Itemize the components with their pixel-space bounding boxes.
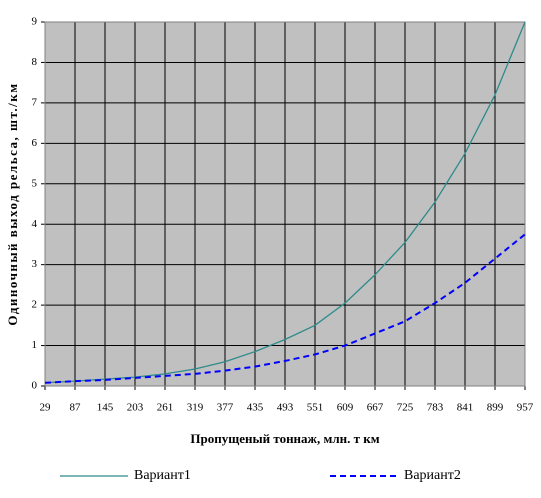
x-axis-title: Пропущеный тоннаж, млн. т км	[190, 431, 379, 446]
x-tick-label: 493	[277, 402, 294, 414]
data-line	[44, 233, 526, 384]
x-tick-label: 261	[157, 402, 174, 414]
x-tick-label: 87	[70, 402, 82, 414]
y-tick-label: 6	[32, 137, 38, 149]
y-tick-label: 5	[32, 177, 38, 189]
y-tick-label: 3	[32, 258, 38, 270]
y-tick-label: 7	[32, 96, 38, 108]
x-tick-label: 841	[457, 402, 474, 414]
legend-text: Вариант1	[134, 468, 191, 483]
x-tick-label: 29	[40, 402, 52, 414]
x-tick-label: 609	[337, 402, 354, 414]
y-tick-label: 4	[32, 218, 38, 230]
x-tick-label: 725	[397, 402, 414, 414]
x-tick-label: 145	[97, 402, 114, 414]
y-tick-label: 0	[32, 380, 38, 392]
y-axis-title: Одиночный выход рельса, шт./км	[5, 82, 20, 325]
x-tick-label: 957	[517, 402, 534, 414]
x-tick-label: 899	[487, 402, 504, 414]
y-tick-label: 9	[32, 16, 38, 28]
x-tick-label: 377	[217, 402, 234, 414]
y-tick-label: 8	[32, 56, 38, 68]
y-tick-label: 1	[32, 339, 38, 351]
x-tick-label: 551	[307, 402, 324, 414]
legend-text: Вариант2	[404, 468, 461, 483]
x-tick-label: 435	[247, 402, 264, 414]
x-tick-label: 319	[187, 402, 204, 414]
x-tick-label: 203	[127, 402, 144, 414]
y-tick-label: 2	[32, 299, 38, 311]
x-tick-label: 783	[427, 402, 444, 414]
plot-border	[44, 21, 526, 387]
x-tick-label: 667	[367, 402, 384, 414]
